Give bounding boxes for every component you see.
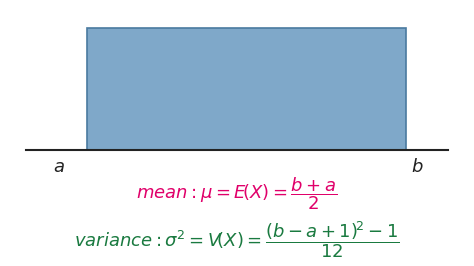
Text: $\mathit{mean}:\mu=E\!\left(X\right)=\dfrac{b+a}{2}$: $\mathit{mean}:\mu=E\!\left(X\right)=\df… [137,175,337,212]
Text: $\mathbf{\mathit{b}}$: $\mathbf{\mathit{b}}$ [411,158,424,176]
Bar [87,28,406,150]
Text: $\mathit{variance}:\sigma^2=V\!\left(X\right)=\dfrac{\left(b-a+1\right)^{\!2}-1}: $\mathit{variance}:\sigma^2=V\!\left(X\r… [74,219,400,260]
Text: $\mathbf{\mathit{a}}$: $\mathbf{\mathit{a}}$ [53,158,65,176]
